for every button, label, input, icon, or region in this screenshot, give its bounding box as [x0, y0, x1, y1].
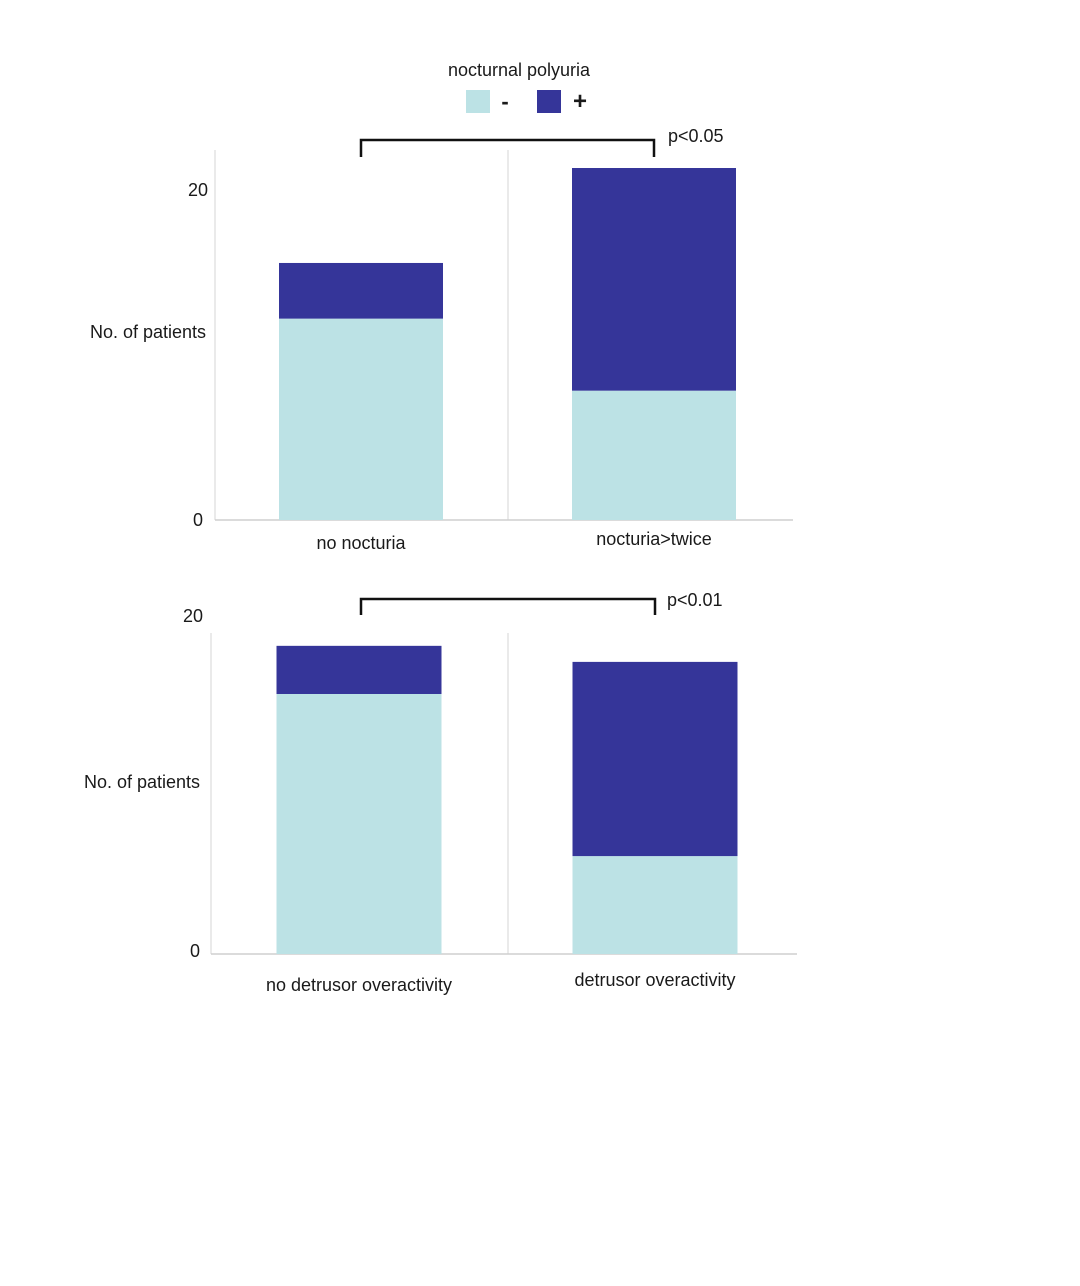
- bar-negative-1: [572, 390, 736, 520]
- chart-nocturia: 0 20 No. of patients no nocturia nocturia>tw…: [90, 126, 793, 553]
- bar-positive-0: [279, 262, 443, 319]
- y-tick-label: 20: [188, 180, 208, 200]
- chart-detrusor-overactivity: 0 20 No. of patients no detrusor overactivi…: [84, 590, 797, 995]
- legend-title: nocturnal polyuria: [448, 60, 591, 80]
- category-label: detrusor overactivity: [574, 970, 735, 990]
- significance-bracket: [359, 597, 657, 615]
- y-axis-label: No. of patients: [84, 772, 200, 792]
- legend-label-negative: -: [501, 89, 508, 114]
- y-tick-label: 20: [183, 606, 203, 626]
- significance-label: p<0.05: [668, 126, 724, 146]
- bar-negative-0: [279, 318, 443, 520]
- bar-positive-0: [276, 645, 442, 694]
- bar-positive-1: [572, 661, 738, 857]
- significance-bracket: [359, 138, 656, 157]
- bar-negative-0: [276, 693, 442, 954]
- bar-negative-1: [572, 856, 738, 954]
- legend: nocturnal polyuria - +: [448, 60, 591, 115]
- y-tick-label: 0: [190, 941, 200, 961]
- category-label: no detrusor overactivity: [266, 975, 452, 995]
- y-tick-label: 0: [193, 510, 203, 530]
- legend-label-positive: +: [573, 88, 587, 115]
- legend-swatch-negative: [466, 90, 490, 113]
- y-axis-label: No. of patients: [90, 322, 206, 342]
- legend-swatch-positive: [537, 90, 561, 113]
- category-label: no nocturia: [316, 533, 406, 553]
- significance-label: p<0.01: [667, 590, 723, 610]
- category-label: nocturia>twice: [596, 529, 712, 549]
- bar-positive-1: [572, 168, 736, 391]
